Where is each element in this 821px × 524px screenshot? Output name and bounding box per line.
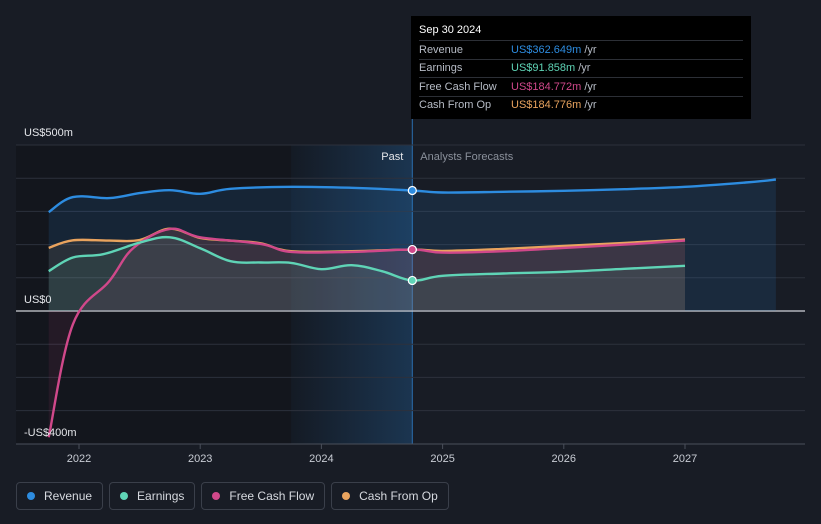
earnings-line — [48, 235, 686, 282]
tooltip-row-value: US$184.772m — [511, 80, 582, 93]
legend-dot-icon — [27, 492, 35, 500]
x-tick-label: 2023 — [188, 453, 212, 465]
x-tick-label: 2024 — [309, 453, 333, 465]
tooltip-row: Free Cash Flow US$184.772m/yr — [419, 77, 743, 96]
legend-item-revenue[interactable]: Revenue — [16, 482, 104, 510]
legend-dot-icon — [342, 492, 351, 500]
past-label: Past — [381, 151, 403, 163]
legend-item-free-cash-flow[interactable]: Free Cash Flow — [201, 482, 326, 510]
legend-item-label: Free Cash Flow — [229, 489, 315, 503]
y-tick-label: -US$400m — [24, 427, 77, 439]
x-tick-label: 2025 — [430, 453, 454, 465]
earnings-area — [48, 237, 685, 311]
legend-item-cash-from-op[interactable]: Cash From Op — [331, 482, 449, 510]
free-cash-flow-line — [47, 227, 686, 438]
forecast-label: Analysts Forecasts — [420, 151, 513, 163]
revenue-marker — [407, 185, 417, 196]
tooltip-row: Revenue US$362.649m/yr — [419, 40, 743, 59]
legend-item-label: Revenue — [44, 489, 93, 503]
chart-legend: Revenue Earnings Free Cash Flow Cash From O… — [16, 482, 449, 510]
tooltip-row: Cash From Op US$184.776m/yr — [419, 95, 743, 115]
legend-item-label: Earnings — [137, 489, 185, 503]
legend-dot-icon — [212, 492, 221, 500]
free-cash-flow-area — [48, 228, 685, 438]
tooltip-row-unit: /yr — [578, 62, 591, 75]
tooltip-row-value: US$362.649m — [511, 43, 582, 56]
y-tick-label: US$500m — [24, 127, 73, 139]
tooltip-row-label: Earnings — [419, 62, 463, 75]
highlight-band — [291, 145, 413, 444]
tooltip-date: Sep 30 2024 — [419, 24, 482, 36]
x-tick-label: 2022 — [67, 453, 91, 465]
free-cash-flow-marker — [407, 244, 417, 255]
tooltip-row-unit: /yr — [584, 80, 597, 93]
legend-item-label: Cash From Op — [359, 489, 438, 503]
x-tick-label: 2027 — [673, 453, 697, 465]
legend-dot-icon — [120, 492, 129, 500]
tooltip-row-unit: /yr — [584, 99, 597, 112]
y-tick-label: US$0 — [24, 294, 52, 306]
revenue-line — [48, 178, 777, 214]
legend-item-earnings[interactable]: Earnings — [109, 482, 196, 510]
earnings-marker — [407, 275, 417, 286]
tooltip-row-label: Free Cash Flow — [419, 80, 497, 93]
tooltip-row-label: Revenue — [419, 43, 464, 56]
tooltip-row-label: Cash From Op — [419, 99, 492, 112]
tooltip-row-unit: /yr — [584, 43, 597, 56]
tooltip-row-value: US$184.776m — [511, 99, 582, 112]
tooltip-row: Earnings US$91.858m/yr — [419, 58, 743, 78]
tooltip-row-value: US$91.858m — [511, 62, 576, 75]
x-tick-label: 2026 — [552, 453, 576, 465]
hover-tooltip: Sep 30 2024 Revenue US$362.649m/yr Earning… — [411, 16, 751, 119]
